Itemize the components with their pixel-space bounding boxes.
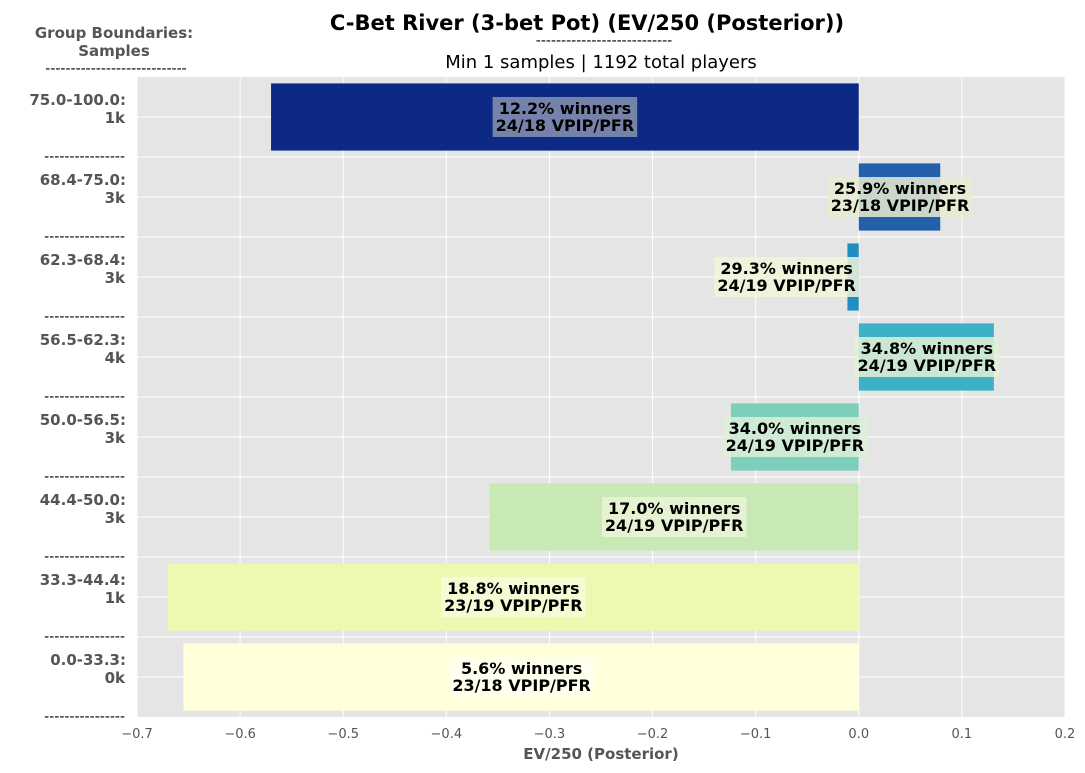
y-label-samples: 3k <box>105 509 126 527</box>
bar-label-box <box>827 177 973 217</box>
y-label-samples: 1k <box>105 109 126 127</box>
bar-label-vpip: 24/19 VPIP/PFR <box>605 516 744 535</box>
y-label-range: 62.3-68.4: <box>40 251 126 269</box>
x-tick-label: −0.1 <box>740 727 772 742</box>
bar-label-winners: 29.3% winners <box>720 259 852 278</box>
x-tick-label: 0.1 <box>952 727 973 742</box>
x-axis-label: EV/250 (Posterior) <box>523 745 678 763</box>
y-axis-labels: 75.0-100.0:1k----------------68.4-75.0:3… <box>29 91 126 725</box>
chart-subtitle: Min 1 samples | 1192 total players <box>445 52 757 73</box>
y-label-range: 50.0-56.5: <box>40 411 126 429</box>
y-label-range: 75.0-100.0: <box>29 91 126 109</box>
corner-label-rule: ---------------------------- <box>45 61 186 77</box>
y-label-separator: ---------------- <box>44 149 125 165</box>
y-label-samples: 3k <box>105 269 126 287</box>
bar-label-vpip: 23/19 VPIP/PFR <box>444 596 583 615</box>
y-label-range: 44.4-50.0: <box>40 491 126 509</box>
bar-label-vpip: 24/19 VPIP/PFR <box>858 356 997 375</box>
y-label-range: 33.3-44.4: <box>40 571 126 589</box>
y-label-range: 56.5-62.3: <box>40 331 126 349</box>
bar-label-box <box>714 257 859 297</box>
y-label-separator: ---------------- <box>44 309 125 325</box>
bar-label-winners: 34.8% winners <box>861 339 993 358</box>
y-label-separator: ---------------- <box>44 229 125 245</box>
bar-label-vpip: 24/18 VPIP/PFR <box>496 116 635 135</box>
x-tick-label: −0.2 <box>637 727 669 742</box>
x-tick-label: −0.6 <box>224 727 256 742</box>
y-label-samples: 1k <box>105 589 126 607</box>
y-label-samples: 3k <box>105 429 126 447</box>
y-label-samples: 4k <box>105 349 126 367</box>
bar-label-box <box>601 497 747 537</box>
x-axis-ticks: −0.7 −0.6 −0.5 −0.4 −0.3 −0.2 −0.1 0.0 0.1 0.2 <box>121 727 1075 742</box>
bar-label-winners: 25.9% winners <box>834 179 966 198</box>
x-tick-label: −0.5 <box>327 727 359 742</box>
bar-label-winners: 5.6% winners <box>461 659 582 678</box>
bar-label-box <box>492 97 638 137</box>
bar-label-winners: 18.8% winners <box>447 579 579 598</box>
chart-title: C-Bet River (3-bet Pot) (EV/250 (Posteri… <box>330 11 844 35</box>
bar-label-winners: 12.2% winners <box>499 99 631 118</box>
corner-label-line2: Samples <box>78 42 150 60</box>
bar-label-winners: 17.0% winners <box>608 499 740 518</box>
y-label-samples: 3k <box>105 189 126 207</box>
title-rule: --------------------------- <box>536 33 672 49</box>
y-label-range: 68.4-75.0: <box>40 171 126 189</box>
y-label-separator: ---------------- <box>44 629 125 645</box>
y-label-samples: 0k <box>105 669 126 687</box>
y-label-separator: ---------------- <box>44 469 125 485</box>
y-label-separator: ---------------- <box>44 389 125 405</box>
bar-label-vpip: 23/18 VPIP/PFR <box>452 676 591 695</box>
bar-label-vpip: 24/19 VPIP/PFR <box>726 436 865 455</box>
x-tick-label: 0.2 <box>1055 727 1076 742</box>
bar-label-vpip: 23/18 VPIP/PFR <box>831 196 970 215</box>
bar-label-vpip: 24/19 VPIP/PFR <box>717 276 856 295</box>
y-label-range: 0.0-33.3: <box>50 651 126 669</box>
bar-label-winners: 34.0% winners <box>729 419 861 438</box>
bar-label-box <box>854 337 1000 377</box>
x-tick-label: −0.3 <box>534 727 566 742</box>
bar-label-box <box>722 417 868 457</box>
corner-label-line1: Group Boundaries: <box>35 24 193 42</box>
y-label-separator: ---------------- <box>44 709 125 725</box>
bar-label-box <box>441 577 586 617</box>
y-label-separator: ---------------- <box>44 549 125 565</box>
x-tick-label: −0.4 <box>431 727 463 742</box>
x-tick-label: −0.7 <box>121 727 153 742</box>
bar-label-box <box>449 657 594 697</box>
x-tick-label: 0.0 <box>848 727 869 742</box>
